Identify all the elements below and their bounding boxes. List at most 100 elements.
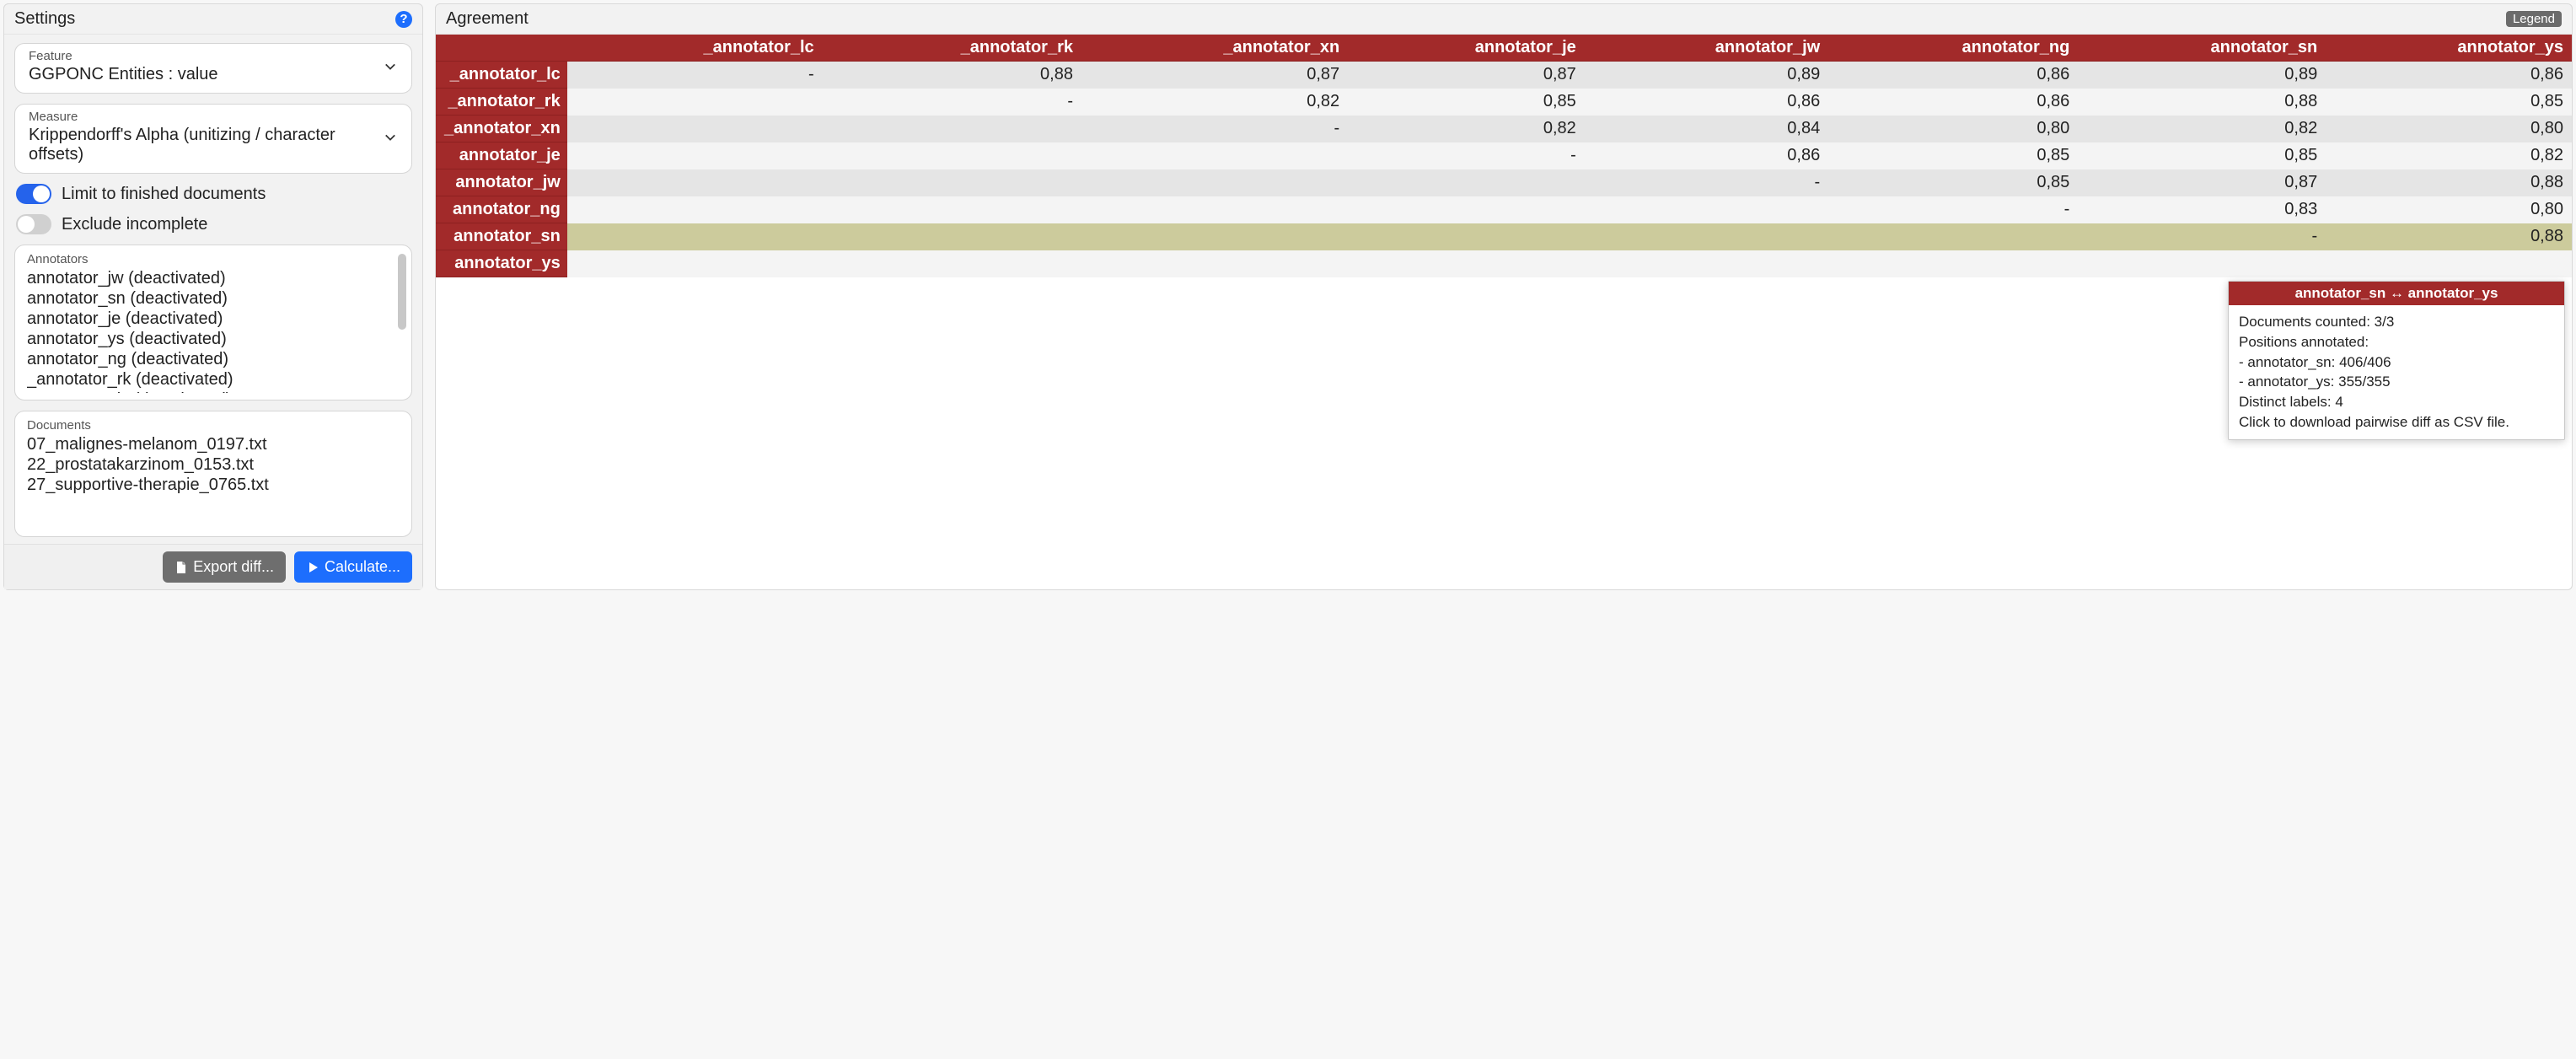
legend-button[interactable]: Legend	[2506, 11, 2562, 27]
table-cell[interactable]: 0,85	[2326, 89, 2572, 116]
list-item[interactable]: 22_prostatakarzinom_0153.txt	[27, 454, 400, 475]
toggle-exclude[interactable]	[16, 214, 51, 234]
table-cell[interactable]: 0,80	[1828, 116, 2078, 142]
table-cell	[567, 223, 823, 250]
table-cell	[1348, 169, 1585, 196]
toggle-exclude-row: Exclude incomplete	[14, 214, 412, 234]
table-cell[interactable]: 0,85	[1348, 89, 1585, 116]
table-row: annotator_ys	[436, 250, 2572, 277]
table-cell[interactable]: -	[823, 89, 1081, 116]
table-cell[interactable]: 0,87	[1081, 62, 1348, 89]
tooltip-line: - annotator_ys: 355/355	[2239, 372, 2554, 392]
measure-select[interactable]: Measure Krippendorff's Alpha (unitizing …	[14, 104, 412, 174]
table-row: annotator_je-0,860,850,850,82	[436, 142, 2572, 169]
table-cell	[1348, 223, 1585, 250]
table-row: _annotator_xn-0,820,840,800,820,80	[436, 116, 2572, 142]
table-col-header: annotator_sn	[2078, 35, 2326, 62]
table-cell[interactable]: 0,85	[1828, 169, 2078, 196]
feature-select[interactable]: Feature GGPONC Entities : value	[14, 43, 412, 94]
table-cell[interactable]: 0,85	[2078, 142, 2326, 169]
table-row-header: annotator_ys	[436, 250, 567, 277]
tooltip-line: - annotator_sn: 406/406	[2239, 352, 2554, 373]
table-row-header: _annotator_lc	[436, 62, 567, 89]
table-cell	[567, 116, 823, 142]
table-cell[interactable]: 0,85	[1828, 142, 2078, 169]
table-cell[interactable]: 0,82	[2326, 142, 2572, 169]
list-item[interactable]: annotator_sn (deactivated)	[27, 288, 400, 309]
toggle-finished[interactable]	[16, 184, 51, 204]
table-cell[interactable]: -	[1081, 116, 1348, 142]
list-item[interactable]: annotator_ng (deactivated)	[27, 349, 400, 369]
table-cell[interactable]: 0,82	[1348, 116, 1585, 142]
table-cell	[1081, 142, 1348, 169]
list-item[interactable]: 07_malignes-melanom_0197.txt	[27, 434, 400, 454]
pairwise-tooltip[interactable]: annotator_sn ↔ annotator_ys Documents co…	[2228, 281, 2565, 440]
table-cell[interactable]: 0,88	[823, 62, 1081, 89]
table-cell[interactable]: -	[1828, 196, 2078, 223]
table-cell[interactable]: 0,86	[1585, 142, 1828, 169]
table-cell	[567, 89, 823, 116]
table-cell[interactable]: -	[2078, 223, 2326, 250]
file-icon	[174, 561, 188, 574]
list-item[interactable]: _annotator_rk (deactivated)	[27, 369, 400, 390]
table-cell[interactable]: 0,82	[1081, 89, 1348, 116]
agreement-title: Agreement	[446, 9, 529, 29]
table-cell	[1348, 196, 1585, 223]
list-item[interactable]: _annotator_lc (deactivated)	[27, 390, 400, 393]
table-cell[interactable]: 0,89	[2078, 62, 2326, 89]
table-cell	[2326, 250, 2572, 277]
list-item[interactable]: annotator_jw (deactivated)	[27, 268, 400, 288]
table-cell[interactable]: 0,88	[2326, 169, 2572, 196]
table-cell	[1081, 169, 1348, 196]
table-row-header: annotator_sn	[436, 223, 567, 250]
table-cell[interactable]: 0,83	[2078, 196, 2326, 223]
annotators-listbox[interactable]: Annotators annotator_jw (deactivated)ann…	[14, 245, 412, 400]
agreement-body: _annotator_lc_annotator_rk_annotator_xna…	[436, 35, 2572, 589]
scrollbar[interactable]	[398, 254, 406, 391]
table-row: annotator_jw-0,850,870,88	[436, 169, 2572, 196]
table-cell	[567, 169, 823, 196]
toggle-finished-label: Limit to finished documents	[62, 185, 266, 204]
table-row: annotator_ng-0,830,80	[436, 196, 2572, 223]
table-cell[interactable]: 0,86	[2326, 62, 2572, 89]
table-cell[interactable]: -	[1348, 142, 1585, 169]
feature-label: Feature	[29, 49, 374, 63]
table-cell	[2078, 250, 2326, 277]
table-cell[interactable]: 0,80	[2326, 196, 2572, 223]
table-cell[interactable]: 0,86	[1828, 62, 2078, 89]
table-cell[interactable]: -	[567, 62, 823, 89]
table-cell	[1585, 223, 1828, 250]
list-item[interactable]: annotator_je (deactivated)	[27, 309, 400, 329]
toggle-finished-row: Limit to finished documents	[14, 184, 412, 204]
table-cell[interactable]: 0,82	[2078, 116, 2326, 142]
table-cell[interactable]: -	[1585, 169, 1828, 196]
agreement-table: _annotator_lc_annotator_rk_annotator_xna…	[436, 35, 2572, 277]
table-col-header: annotator_je	[1348, 35, 1585, 62]
table-cell	[823, 142, 1081, 169]
documents-label: Documents	[27, 418, 400, 433]
table-cell	[1585, 250, 1828, 277]
table-col-header: _annotator_lc	[567, 35, 823, 62]
table-cell[interactable]: 0,88	[2326, 223, 2572, 250]
table-cell[interactable]: 0,87	[2078, 169, 2326, 196]
table-cell[interactable]: 0,89	[1585, 62, 1828, 89]
table-cell	[823, 196, 1081, 223]
table-cell[interactable]: 0,87	[1348, 62, 1585, 89]
table-cell	[567, 196, 823, 223]
export-diff-button[interactable]: Export diff...	[163, 551, 286, 583]
table-cell[interactable]: 0,84	[1585, 116, 1828, 142]
table-cell	[567, 250, 823, 277]
table-cell[interactable]: 0,86	[1585, 89, 1828, 116]
help-icon[interactable]: ?	[395, 11, 412, 28]
list-item[interactable]: annotator_ys (deactivated)	[27, 329, 400, 349]
list-item[interactable]: 27_supportive-therapie_0765.txt	[27, 475, 400, 495]
table-cell[interactable]: 0,80	[2326, 116, 2572, 142]
calculate-button[interactable]: Calculate...	[294, 551, 412, 583]
table-row: _annotator_rk-0,820,850,860,860,880,85	[436, 89, 2572, 116]
table-col-header: annotator_ys	[2326, 35, 2572, 62]
table-cell[interactable]: 0,86	[1828, 89, 2078, 116]
table-cell	[823, 250, 1081, 277]
documents-listbox[interactable]: Documents 07_malignes-melanom_0197.txt22…	[14, 411, 412, 537]
play-icon	[306, 561, 319, 574]
table-cell[interactable]: 0,88	[2078, 89, 2326, 116]
